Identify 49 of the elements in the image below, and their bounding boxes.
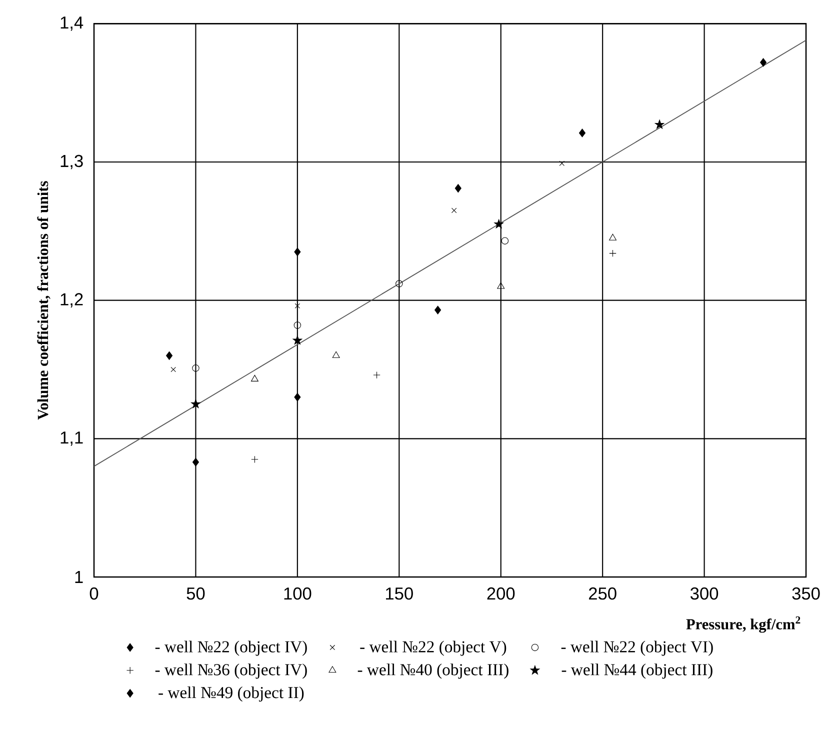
y-axis-title: Volume coefficient, fractions of units — [37, 181, 50, 420]
point — [451, 208, 457, 214]
y-tick-label: 1,1 — [60, 432, 83, 446]
point — [192, 458, 199, 466]
point — [192, 364, 200, 372]
point — [501, 237, 509, 244]
x-axis-title: Pressure, kgf/cm$^{2}$ — [686, 616, 800, 633]
point — [170, 366, 176, 372]
x-tick-label: 0 — [90, 587, 98, 600]
point — [294, 303, 300, 308]
point — [454, 184, 462, 193]
legend-label: - well №49 (object II) — [158, 686, 304, 702]
point — [373, 371, 380, 379]
y-tick-label: 1,3 — [60, 154, 83, 170]
x-tick-label: 350 — [792, 587, 820, 600]
legend-label: - well №22 (object V) — [360, 640, 506, 656]
legend-label: - well №36 (object IV) — [155, 664, 307, 679]
point — [497, 282, 505, 289]
point — [294, 248, 301, 256]
point — [396, 280, 403, 288]
x-tick-label: 150 — [386, 587, 413, 600]
point — [494, 219, 504, 228]
y-tick-label: 1,2 — [60, 293, 83, 308]
legend-label: - well №40 (object III) — [358, 664, 508, 679]
point — [609, 234, 616, 240]
point — [166, 351, 173, 360]
point — [292, 336, 302, 344]
point — [578, 128, 586, 138]
y-tick-label: 1 — [75, 571, 83, 583]
x-tick-label: 50 — [186, 587, 205, 600]
point — [609, 250, 616, 257]
point — [191, 399, 200, 408]
legend-label: - well №22 (object VI) — [561, 640, 713, 656]
point — [251, 456, 258, 464]
point — [434, 306, 442, 314]
point — [294, 392, 301, 402]
y-tick-label: 1,4 — [60, 16, 84, 31]
legend-label: - well №22 (object IV) — [155, 640, 307, 656]
point — [559, 160, 565, 166]
x-tick-label: 200 — [487, 587, 515, 600]
x-tick-label: 100 — [284, 587, 312, 600]
x-tick-label: 300 — [690, 587, 718, 600]
point — [332, 351, 340, 358]
x-tick-label: 250 — [589, 587, 616, 600]
legend-label: - well №44 (object III) — [562, 664, 712, 679]
point — [654, 120, 664, 129]
point — [760, 58, 767, 67]
point — [250, 374, 258, 382]
point — [294, 322, 302, 329]
